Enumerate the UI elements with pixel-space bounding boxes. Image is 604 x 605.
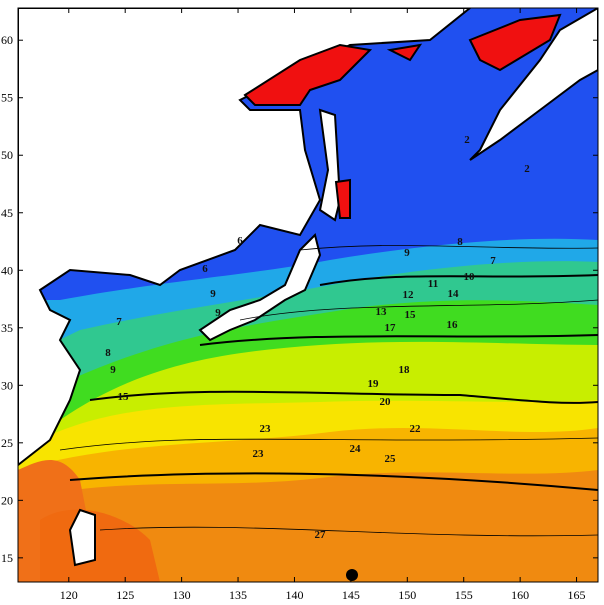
y-tick-label: 45 [1,206,13,220]
contour-label: 9 [210,288,216,300]
contour-line [299,245,598,251]
band-deep-orange [40,509,160,582]
contour-label: 22 [410,423,422,435]
contour-label: 2 [464,134,470,146]
contour-lines [59,245,598,537]
x-tick-label: 160 [511,588,529,602]
y-tick-label: 15 [1,551,13,565]
y-tick-label: 30 [1,378,13,392]
contour-label: 6 [202,263,208,275]
x-tick-label: 135 [229,588,247,602]
x-tick-label: 145 [342,588,360,602]
contour-label: 8 [457,236,463,248]
contour-line [199,334,598,346]
y-tick-label: 35 [1,321,13,335]
contour-line [319,274,598,286]
frame [17,7,599,583]
contour-line [69,472,598,491]
contour-label: 27 [315,529,327,541]
ice-patch [386,43,423,62]
contour-label: 17 [385,322,397,334]
contour-label: 23 [253,448,265,460]
x-tick-label: 120 [60,588,78,602]
y-tick-label: 25 [1,436,13,450]
contour-line [239,299,598,321]
contour-label: 15 [118,391,130,403]
x-tick-label: 155 [455,588,473,602]
contour-line [59,437,598,451]
contour-label: 2 [524,163,530,175]
x-tick-label: 125 [116,588,134,602]
contour-label: 23 [260,423,272,435]
x-tick-label: 150 [398,588,416,602]
contour-label: 9 [215,307,221,319]
contour-label: 24 [350,443,362,455]
island [346,569,358,581]
contour-label: 16 [447,319,459,331]
contour-label: 13 [376,306,388,318]
contour-label: 8 [105,347,111,359]
land-kamchatka [469,8,598,161]
contour-label: 11 [428,278,438,290]
contour-label: 6 [237,235,243,247]
ice-patch [334,178,351,219]
contour-label: 19 [368,378,380,390]
y-tick-label: 55 [1,91,13,105]
ice-patch [243,43,373,106]
x-tick-label: 165 [568,588,586,602]
x-tick-label: 130 [173,588,191,602]
contour-label: 18 [399,364,411,376]
land-sakhalin [318,108,342,222]
contour-label: 7 [116,316,122,328]
land-philippines [68,508,96,567]
contour-label: 25 [385,453,397,465]
contour-label: 9 [110,364,116,376]
contour-label: 9 [404,247,410,259]
y-tick-label: 20 [1,493,13,507]
contour-line [99,526,598,537]
contour-label: 10 [464,271,476,283]
ice-patch [468,13,562,72]
y-tick-label: 40 [1,263,13,277]
contour-label: 20 [380,396,392,408]
contour-label: 15 [405,309,417,321]
y-tick-label: 60 [1,33,13,47]
x-tick-label: 140 [285,588,303,602]
contour-label: 7 [490,255,496,267]
map-area [18,8,598,582]
contour-label: 12 [403,289,415,301]
contour-line [89,390,598,404]
y-tick-label: 50 [1,148,13,162]
contour-label: 14 [448,288,460,300]
land-japan [198,233,322,342]
